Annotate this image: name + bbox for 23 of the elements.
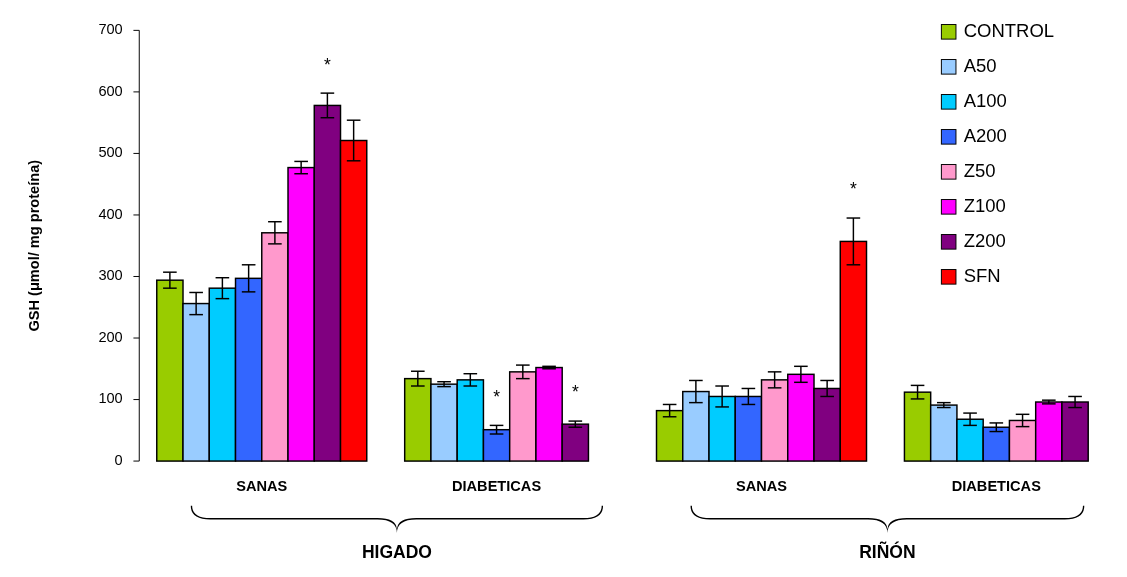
y-tick-label: 100 [98, 390, 123, 407]
y-tick-label: 400 [98, 205, 123, 222]
legend-label: CONTROL [963, 20, 1055, 42]
legend-label: A100 [963, 90, 1007, 112]
y-tick-label: 500 [98, 144, 123, 161]
y-tick-label: 0 [114, 451, 123, 468]
legend-label: SFN [963, 265, 1001, 287]
y-tick-label: 300 [98, 267, 123, 284]
x-axis-title: HIGADO [361, 542, 432, 563]
legend-label: Z200 [963, 230, 1006, 252]
y-tick-label: 600 [98, 82, 123, 99]
data-label: * [493, 386, 501, 407]
y-axis-title: GSH (μmol/ mg proteína) [26, 159, 43, 332]
legend-label: Z50 [963, 160, 996, 182]
y-tick-label: 200 [98, 328, 123, 345]
data-label: * [571, 382, 579, 403]
data-label: * [849, 179, 857, 200]
y-tick-label: 700 [98, 21, 123, 38]
data-label: * [323, 54, 331, 75]
legend-label: Z100 [963, 195, 1006, 217]
legend-label: A200 [963, 125, 1007, 147]
x-axis-title: RIÑÓN [859, 541, 916, 563]
legend-label: A50 [963, 55, 997, 77]
